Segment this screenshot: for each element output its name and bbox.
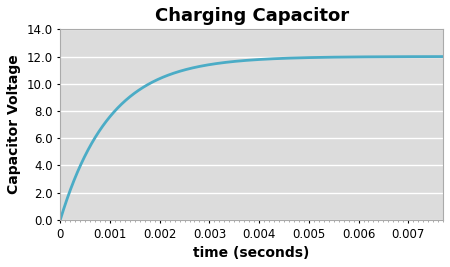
Title: Charging Capacitor: Charging Capacitor [155, 7, 349, 25]
X-axis label: time (seconds): time (seconds) [194, 246, 310, 260]
Y-axis label: Capacitor Voltage: Capacitor Voltage [7, 55, 21, 194]
